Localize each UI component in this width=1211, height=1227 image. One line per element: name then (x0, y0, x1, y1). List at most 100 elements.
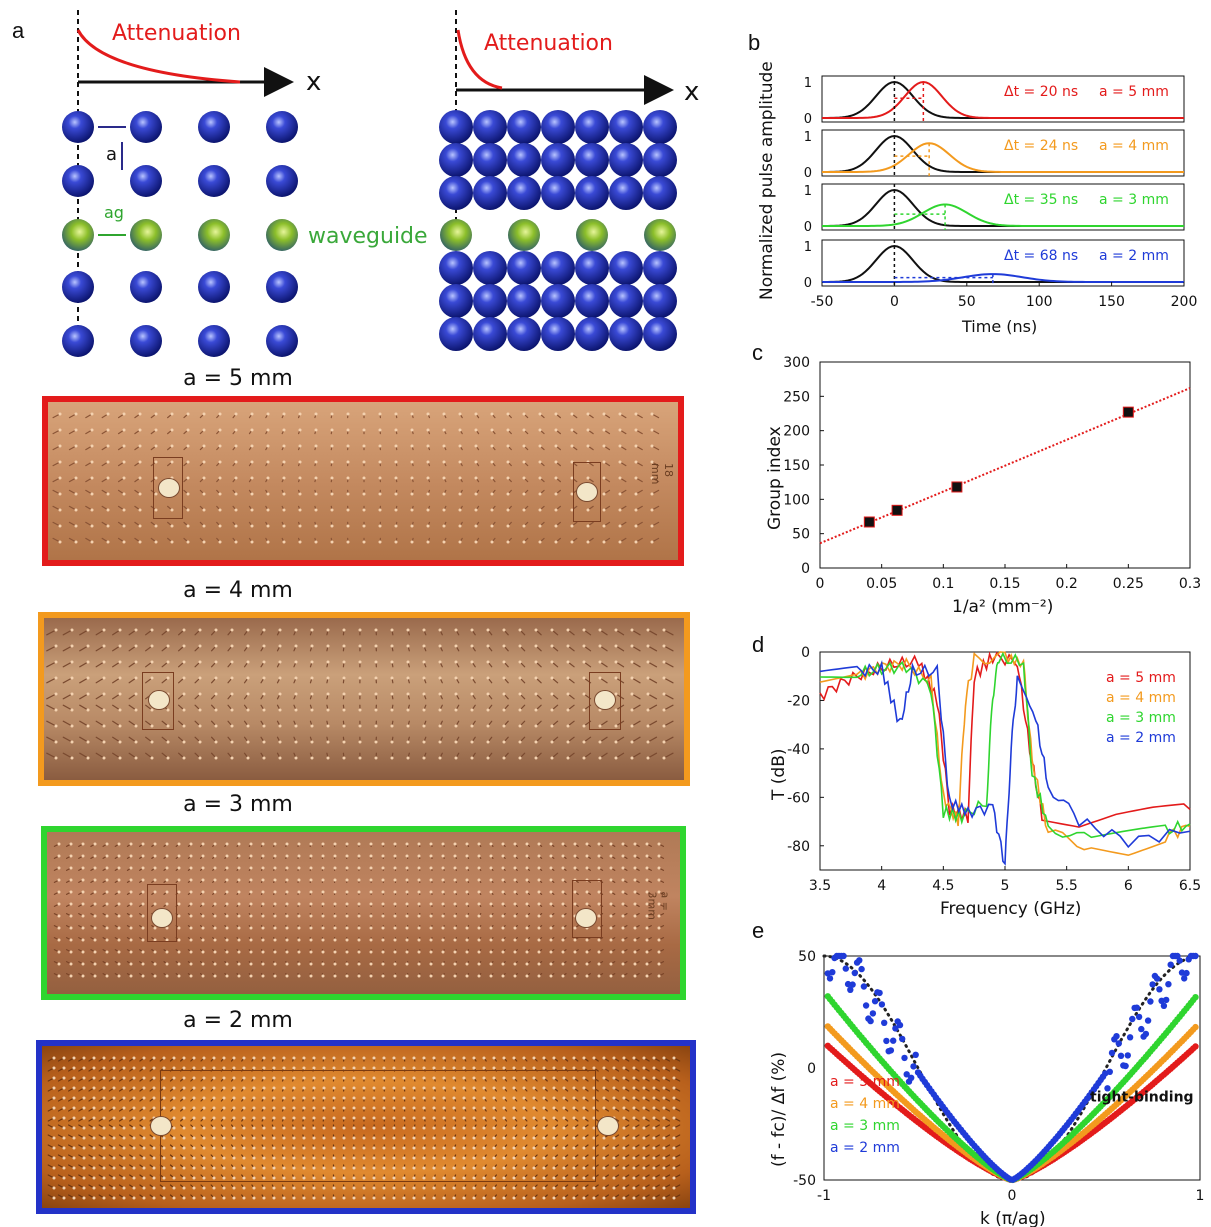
pin-tip (525, 950, 529, 954)
pin-tip (310, 740, 314, 744)
pin-tip (117, 878, 121, 882)
pin-tip (192, 1066, 196, 1070)
b-series-label: a = 5 mm (1099, 84, 1169, 100)
pin-tip (646, 628, 650, 632)
pin-tip (165, 962, 169, 966)
pin-tip (292, 1166, 296, 1170)
pin-tip (202, 1156, 206, 1160)
pin-tip (132, 1086, 136, 1090)
pin-tip (632, 1056, 636, 1060)
pin-tip (242, 1156, 246, 1160)
pin-tip (477, 962, 481, 966)
pin-tip (272, 1146, 276, 1150)
pin-tip (672, 1086, 676, 1090)
pin-tip (417, 842, 421, 846)
attenuation-label-left: Attenuation (112, 21, 241, 46)
pin-tip (572, 1156, 576, 1160)
pin-tip (502, 1116, 506, 1120)
pin-tip (222, 1076, 226, 1080)
pin-tip (250, 540, 254, 544)
pin-tip (62, 1096, 66, 1100)
pin-tip (93, 878, 97, 882)
pin-tip (172, 1106, 176, 1110)
pin-tip (465, 938, 469, 942)
pin-tip (522, 1086, 526, 1090)
pin-tip (512, 1056, 516, 1060)
pin-tip (357, 866, 361, 870)
pin-tip (657, 878, 661, 882)
pin-tip (272, 1176, 276, 1180)
lattice-rod (473, 251, 507, 285)
pin-tip (472, 1186, 476, 1190)
pin-tip (672, 1096, 676, 1100)
pin-tip (225, 926, 229, 930)
lattice-rod (609, 110, 643, 144)
pin-tip (394, 476, 398, 480)
pin-tip (249, 878, 253, 882)
pin-tip (462, 1096, 466, 1100)
pin-tip (234, 460, 238, 464)
pin-tip (412, 1186, 416, 1190)
pin-tip (252, 1176, 256, 1180)
pin-tip (482, 1176, 486, 1180)
pin-tip (72, 1066, 76, 1070)
pin-tip (592, 1166, 596, 1170)
pin-tip (477, 866, 481, 870)
pin-tip (482, 1096, 486, 1100)
pin-tip (202, 1086, 206, 1090)
pin-tip (166, 644, 170, 648)
pin-tip (582, 676, 586, 680)
pin-tip (57, 962, 61, 966)
pin-tip (252, 1186, 256, 1190)
b-ytick: 0 (804, 276, 812, 291)
pin-tip (182, 628, 186, 632)
pin-tip (218, 492, 222, 496)
pin-tip (362, 1086, 366, 1090)
pin-tip (562, 1196, 566, 1200)
pin-tip (612, 1176, 616, 1180)
pin-tip (278, 644, 282, 648)
pin-tip (122, 1056, 126, 1060)
pin-tip (92, 1156, 96, 1160)
pin-tip (390, 756, 394, 760)
pin-tip (572, 1186, 576, 1190)
pin-tip (192, 1086, 196, 1090)
pin-tip (189, 854, 193, 858)
pin-tip (586, 524, 590, 528)
pin-tip (82, 1126, 86, 1130)
pin-tip (312, 1096, 316, 1100)
pin-tip (162, 1076, 166, 1080)
pin-tip (392, 1176, 396, 1180)
pin-tip (57, 926, 61, 930)
pin-tip (362, 444, 366, 448)
pin-tip (537, 926, 541, 930)
pin-tip (105, 962, 109, 966)
pin-tip (622, 1056, 626, 1060)
pin-tip (117, 890, 121, 894)
pin-tip (342, 1096, 346, 1100)
pin-tip (602, 460, 606, 464)
pin (647, 661, 658, 668)
pin-tip (477, 950, 481, 954)
pin-tip (186, 476, 190, 480)
pin-tip (141, 938, 145, 942)
pin-tip (662, 1136, 666, 1140)
pin-tip (513, 854, 517, 858)
pin (631, 720, 641, 727)
pin-tip (657, 866, 661, 870)
pin-tip (132, 1096, 136, 1100)
pin-tip (622, 1106, 626, 1110)
pin-tip (369, 926, 373, 930)
pin-tip (573, 866, 577, 870)
pin-tip (586, 412, 590, 416)
pin-tip (302, 1126, 306, 1130)
pin-tip (552, 1176, 556, 1180)
pin-tip (622, 1076, 626, 1080)
pin-tip (54, 692, 58, 696)
pin (663, 661, 674, 668)
pin-tip (381, 950, 385, 954)
pin-tip (552, 1116, 556, 1120)
pin-tip (142, 1196, 146, 1200)
pin-tip (152, 1196, 156, 1200)
pin (62, 645, 73, 652)
